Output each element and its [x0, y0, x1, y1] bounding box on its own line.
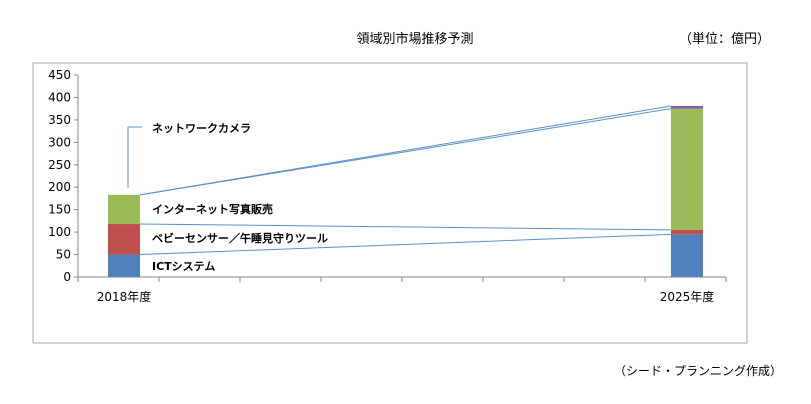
- bars-group: [108, 105, 703, 277]
- connectors-group: [127, 105, 672, 256]
- y-tick-label: 100: [48, 225, 71, 239]
- axes-group: 0 50 100 150 200 250 300 350 400 450 2018年度 2025年度: [48, 68, 727, 304]
- y-tick-label: 150: [48, 203, 71, 217]
- bar-segment: [671, 234, 703, 277]
- x-tick-label: 2025年度: [660, 289, 715, 304]
- x-tick-label: 2018年度: [97, 289, 152, 304]
- y-tick-label: 350: [48, 113, 71, 127]
- bar-segment: [671, 229, 703, 235]
- bar-segment: [108, 224, 140, 255]
- series-connector-line: [139, 223, 672, 231]
- bar-segment: [108, 254, 140, 277]
- y-tick-label: 250: [48, 158, 71, 172]
- series-label: インターネット写真販売: [152, 202, 273, 216]
- total-connector-line: [139, 105, 672, 196]
- series-label: ネットワークカメラ: [152, 122, 251, 135]
- bar-segment: [671, 108, 703, 230]
- series-label: ICTシステム: [152, 260, 215, 273]
- unit-label: （単位：億円）: [678, 32, 770, 47]
- chart-title: 領域別市場推移予測: [356, 32, 474, 47]
- y-tick-label: 0: [63, 270, 71, 284]
- bar-segment: [671, 105, 703, 109]
- y-tick-label: 300: [48, 135, 71, 149]
- y-tick-label: 450: [48, 68, 71, 82]
- source-note: （シード・プランニング作成）: [613, 364, 782, 378]
- plot-frame: [32, 62, 748, 344]
- labels-group: ICTシステム ベビーセンサー／午睡見守りツールインターネット写真販売ネットワーク…: [152, 122, 328, 273]
- bar-segment: [108, 194, 140, 225]
- y-tick-label: 400: [48, 90, 71, 104]
- series-connector-line: [139, 233, 672, 256]
- y-tick-label: 50: [56, 248, 71, 262]
- y-tick-label: 200: [48, 180, 71, 194]
- camera-leader-line: [127, 126, 142, 188]
- series-label: ベビーセンサー／午睡見守りツール: [152, 231, 328, 245]
